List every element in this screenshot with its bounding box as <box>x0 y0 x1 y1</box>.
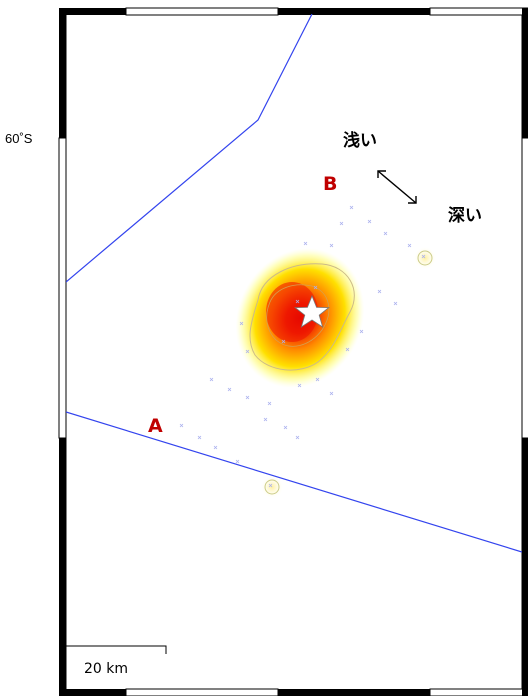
section-start-label-a: A <box>148 415 163 437</box>
shallow-label: 浅い <box>343 130 377 151</box>
map-frame <box>58 7 528 696</box>
plate-boundary-north <box>66 14 313 283</box>
section-end-label-b: B <box>323 173 337 195</box>
aftershock-markers <box>179 205 426 488</box>
deep-label: 深い <box>448 205 482 226</box>
plate-boundary-south <box>66 411 522 553</box>
double-arrow-icon <box>377 170 417 204</box>
scale-bar-label: 20 km <box>84 661 128 677</box>
scale-bar: 20 km <box>66 645 167 677</box>
mainshock-star-icon <box>294 294 330 328</box>
latitude-label: 60˚S <box>5 131 33 146</box>
